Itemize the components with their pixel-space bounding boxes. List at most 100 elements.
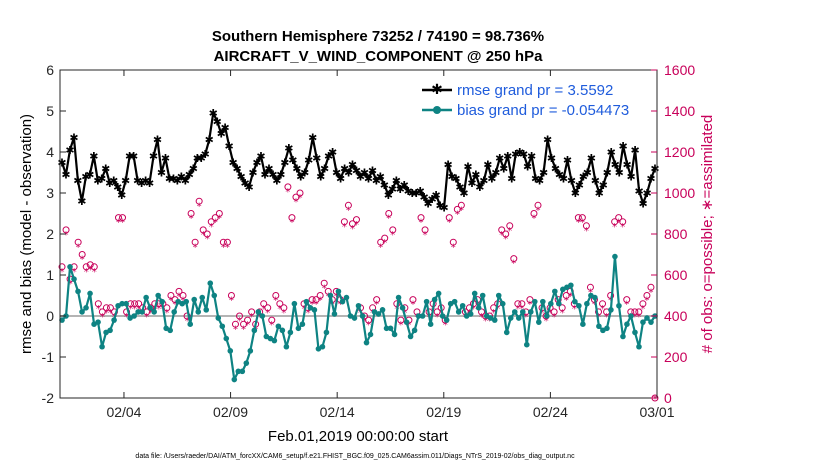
rmse-point: ✱ <box>543 134 552 147</box>
obs-possible-point <box>244 316 252 324</box>
obs-possible-point <box>119 214 127 222</box>
obs-assimilated-point: * <box>374 300 379 311</box>
obs-possible-point <box>106 304 114 312</box>
rmse-point: ✱ <box>623 158 632 171</box>
obs-possible-point <box>595 308 603 316</box>
rmse-point: ✱ <box>316 171 325 184</box>
rmse-point: ✱ <box>133 175 142 188</box>
obs-assimilated-point: * <box>576 218 581 229</box>
bias-point <box>199 294 206 301</box>
obs-possible-point <box>135 300 143 308</box>
obs-assimilated-point: * <box>88 265 93 276</box>
obs-assimilated-point: * <box>564 296 569 307</box>
bias-point <box>407 333 414 340</box>
rmse-point: ✱ <box>280 156 289 169</box>
bias-point <box>612 253 618 260</box>
data-file-footnote: data file: /Users/raeder/DAI/ATM_forcXX/… <box>135 453 575 460</box>
bias-point <box>596 323 602 330</box>
obs-possible-point <box>550 308 558 316</box>
bias-point <box>355 302 362 309</box>
rmse-point: ✱ <box>372 175 381 188</box>
x-tick-label: 02/04 <box>106 404 141 420</box>
rmse-point: ✱ <box>650 162 659 175</box>
obs-possible-point <box>179 292 187 299</box>
rmse-point: ✱ <box>161 152 170 165</box>
obs-assimilated-point: * <box>156 304 161 315</box>
obs-possible-point <box>199 226 207 234</box>
y-right-tick-label: 1600 <box>664 62 695 78</box>
y-right-tick-label: 1000 <box>664 185 695 201</box>
obs-assimilated-point: * <box>435 312 440 323</box>
rmse-point: ✱ <box>479 175 488 188</box>
obs-assimilated-point: * <box>471 304 476 315</box>
obs-assimilated-point: * <box>205 234 210 245</box>
bias-point <box>195 309 202 315</box>
rmse-point: ✱ <box>634 185 643 198</box>
bias-point <box>415 313 422 319</box>
obs-possible-point <box>348 220 356 228</box>
obs-assimilated-point: * <box>277 304 282 315</box>
rmse-point: ✱ <box>336 173 345 186</box>
plot-area <box>60 70 657 398</box>
bias-point <box>580 321 586 328</box>
obs-assimilated-point: * <box>197 201 202 212</box>
rmse-point: ✱ <box>424 197 433 210</box>
bias-point <box>119 300 125 307</box>
y-left-tick-label: 0 <box>46 308 54 324</box>
bias-point <box>227 348 234 354</box>
obs-possible-point <box>518 300 526 308</box>
rmse-point: ✱ <box>240 177 249 190</box>
obs-possible-point <box>417 214 425 222</box>
obs-assimilated-point: * <box>406 320 411 331</box>
y-right-tick-label: 800 <box>664 226 688 242</box>
obs-assimilated-point: * <box>314 300 319 311</box>
bias-point <box>79 309 85 315</box>
bias-point <box>287 329 294 336</box>
bias-point <box>375 311 382 317</box>
obs-assimilated-point: * <box>76 242 81 253</box>
bias-point <box>540 298 546 305</box>
bias-point <box>451 298 458 305</box>
obs-assimilated-point: * <box>285 187 290 198</box>
bias-point <box>531 298 538 305</box>
rmse-point: ✱ <box>157 167 166 180</box>
bias-point <box>471 290 478 297</box>
rmse-point: ✱ <box>137 177 146 190</box>
obs-assimilated-point: * <box>354 220 359 231</box>
bias-point <box>632 329 638 336</box>
rmse-point: ✱ <box>495 152 504 165</box>
obs-possible-point <box>421 226 429 234</box>
bias-point <box>391 331 398 338</box>
obs-possible-point <box>340 218 348 226</box>
bias-point <box>568 282 574 289</box>
bias-point <box>143 294 149 301</box>
rmse-point: ✱ <box>256 150 265 163</box>
left-axis-ticks: -2 -1 0 1 2 3 4 5 6 <box>42 62 66 406</box>
legend-bias-label: bias grand pr = -0.054473 <box>457 102 629 119</box>
bias-point <box>135 309 141 315</box>
bias-point <box>71 276 77 282</box>
bias-point <box>515 315 522 321</box>
rmse-point: ✱ <box>173 175 182 188</box>
obs-possible-point <box>445 214 453 222</box>
rmse-point: ✱ <box>352 164 361 177</box>
obs-possible-point <box>643 292 651 299</box>
rmse-point: ✱ <box>312 152 321 165</box>
rmse-point: ✱ <box>328 146 337 159</box>
obs-possible-point <box>534 201 542 209</box>
rmse-point: ✱ <box>615 167 624 180</box>
rmse-point: ✱ <box>105 177 114 190</box>
obs-assimilated-point: * <box>213 218 218 229</box>
rmse-point: ✱ <box>201 148 210 161</box>
bias-point <box>171 309 177 315</box>
obs-possible-point <box>268 316 276 324</box>
obs-assimilated-point: * <box>652 394 657 405</box>
obs-assimilated-point: * <box>491 308 496 319</box>
y-right-tick-label: 600 <box>664 267 688 283</box>
rmse-point: ✱ <box>165 173 174 186</box>
obs-possible-point <box>82 263 90 271</box>
obs-assimilated-point: * <box>269 320 274 331</box>
obs-possible-point <box>457 201 465 209</box>
bias-point <box>311 307 318 313</box>
rmse-point: ✱ <box>539 167 548 180</box>
